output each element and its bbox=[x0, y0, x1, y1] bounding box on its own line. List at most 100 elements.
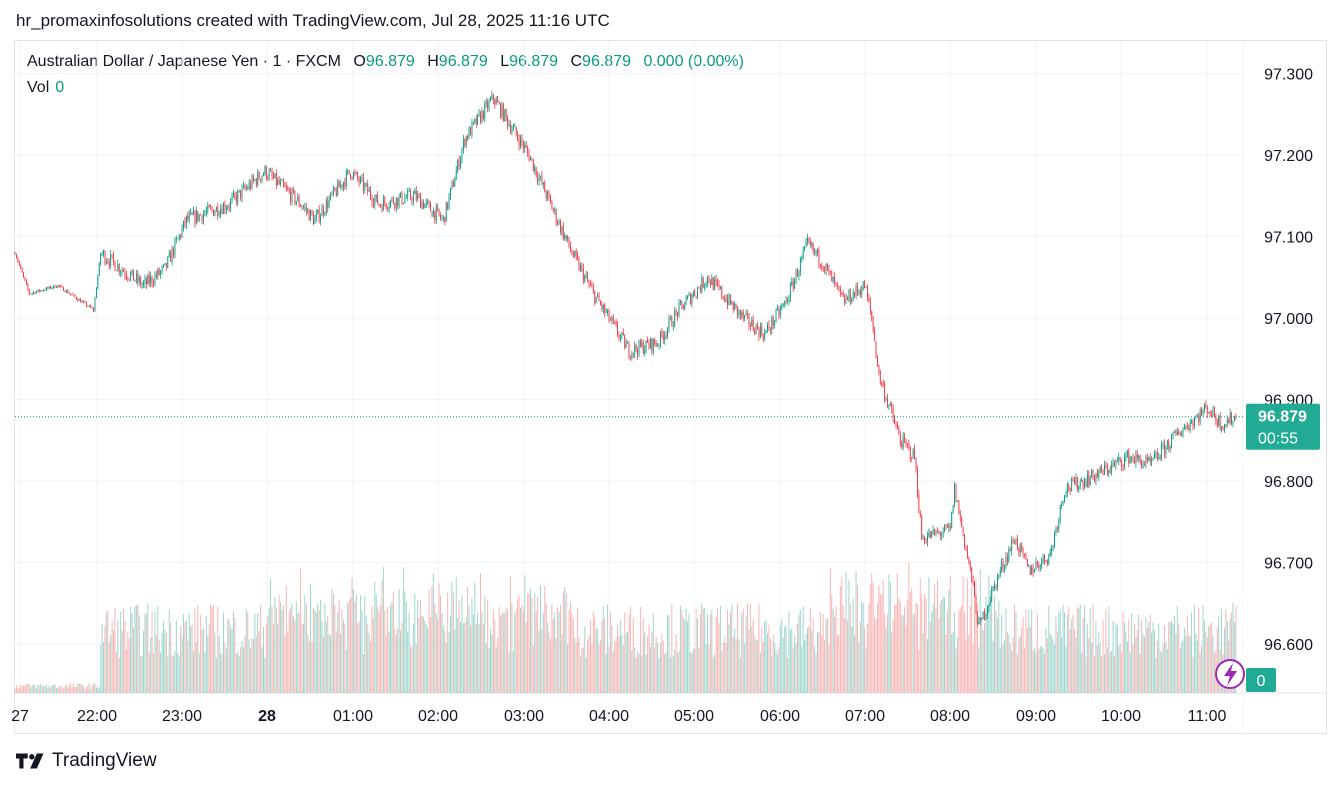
volume-bar bbox=[899, 601, 901, 693]
low-value: 96.879 bbox=[509, 53, 559, 70]
candle-body bbox=[465, 136, 467, 146]
candle-body bbox=[143, 283, 144, 285]
volume-bar bbox=[190, 626, 192, 693]
candle-body bbox=[498, 102, 500, 104]
volume-bar bbox=[141, 655, 143, 693]
candle-body bbox=[628, 343, 630, 358]
close-label: C bbox=[570, 53, 583, 70]
volume-bar bbox=[561, 634, 563, 693]
volume-bar bbox=[1052, 639, 1054, 693]
volume-bar bbox=[367, 624, 369, 693]
volume-bar bbox=[936, 579, 938, 693]
candle-body bbox=[297, 197, 299, 202]
candle-body bbox=[562, 226, 564, 239]
candle-body bbox=[414, 190, 416, 195]
candle-body bbox=[384, 198, 386, 204]
volume-bar bbox=[879, 594, 881, 693]
candle-body bbox=[1128, 451, 1130, 464]
candle-body bbox=[320, 215, 322, 222]
x-tick-label: 01:00 bbox=[333, 708, 373, 725]
candle-body bbox=[689, 293, 691, 304]
volume-bar bbox=[130, 606, 132, 693]
volume-bar bbox=[17, 688, 19, 693]
candle-body bbox=[332, 187, 334, 194]
candle-body bbox=[74, 294, 76, 298]
candle-body bbox=[951, 511, 953, 528]
candle-body bbox=[460, 158, 461, 168]
symbol-name[interactable]: Australian Dollar / Japanese Yen · 1 · F… bbox=[27, 53, 341, 70]
volume-bar bbox=[848, 580, 850, 693]
volume-bar bbox=[505, 607, 507, 693]
volume-bar bbox=[565, 593, 567, 693]
last-price-value: 96.879 bbox=[1258, 409, 1307, 426]
volume-bar bbox=[161, 632, 163, 693]
candle-body bbox=[1116, 460, 1118, 462]
candle-body bbox=[138, 277, 140, 283]
candle-body bbox=[635, 344, 637, 351]
volume-bar bbox=[87, 686, 89, 693]
volume-bar bbox=[1233, 622, 1235, 693]
volume-bar bbox=[685, 608, 687, 693]
volume-bar bbox=[572, 618, 574, 693]
candle-body bbox=[821, 265, 823, 269]
candle-body bbox=[70, 293, 72, 295]
volume-bar bbox=[400, 630, 402, 693]
candle-body bbox=[31, 293, 33, 294]
volume-bar bbox=[1178, 623, 1180, 693]
candle-body bbox=[570, 246, 571, 251]
candle-body bbox=[698, 287, 700, 289]
volume-bar bbox=[905, 624, 907, 693]
candle-body bbox=[694, 291, 696, 296]
candle-body bbox=[1134, 459, 1135, 464]
candle-body bbox=[769, 329, 771, 331]
candle-body bbox=[240, 190, 242, 199]
candle-body bbox=[127, 277, 129, 280]
volume-bar bbox=[25, 684, 27, 693]
volume-bar bbox=[1046, 638, 1048, 693]
candle-body bbox=[428, 201, 430, 204]
candle-body bbox=[1174, 430, 1175, 433]
volume-bar bbox=[318, 609, 320, 693]
candle-body bbox=[1161, 445, 1163, 459]
volume-bar bbox=[111, 621, 113, 693]
volume-bar bbox=[734, 628, 736, 693]
volume-bar bbox=[872, 583, 874, 693]
volume-bar bbox=[854, 635, 856, 693]
candle-body bbox=[274, 173, 276, 179]
candle-body bbox=[782, 303, 784, 307]
candle-body bbox=[1229, 413, 1231, 424]
candle-body bbox=[1126, 451, 1128, 456]
volume-bar bbox=[946, 610, 948, 693]
volume-bar bbox=[187, 640, 189, 693]
candle-body bbox=[651, 338, 653, 352]
candle-body bbox=[946, 525, 948, 528]
candle-body bbox=[124, 271, 126, 276]
candle-body bbox=[477, 113, 479, 125]
candle-body bbox=[952, 506, 954, 512]
candle-body bbox=[1158, 457, 1160, 459]
candle-body bbox=[410, 190, 411, 199]
volume-bar bbox=[695, 608, 697, 693]
candle-body bbox=[605, 312, 607, 313]
candle-body bbox=[1061, 503, 1063, 506]
candle-body bbox=[215, 206, 217, 212]
volume-bar bbox=[128, 638, 130, 693]
candle-body bbox=[1065, 493, 1067, 496]
volume-bar bbox=[73, 683, 75, 693]
candles bbox=[14, 90, 1237, 627]
candle-body bbox=[898, 428, 900, 435]
candle-body bbox=[808, 238, 810, 242]
volume-bar bbox=[1015, 611, 1017, 693]
candle-body bbox=[994, 584, 995, 587]
volume-bar bbox=[302, 623, 304, 693]
lightning-icon[interactable] bbox=[1215, 659, 1245, 689]
candle-body bbox=[444, 216, 446, 222]
candle-body bbox=[672, 325, 674, 327]
candle-body bbox=[789, 284, 791, 299]
candle-body bbox=[151, 276, 153, 284]
candle-body bbox=[540, 176, 541, 178]
candle-body bbox=[574, 251, 576, 257]
brand-footer[interactable]: TradingView bbox=[16, 750, 157, 772]
volume-bar bbox=[891, 632, 893, 693]
